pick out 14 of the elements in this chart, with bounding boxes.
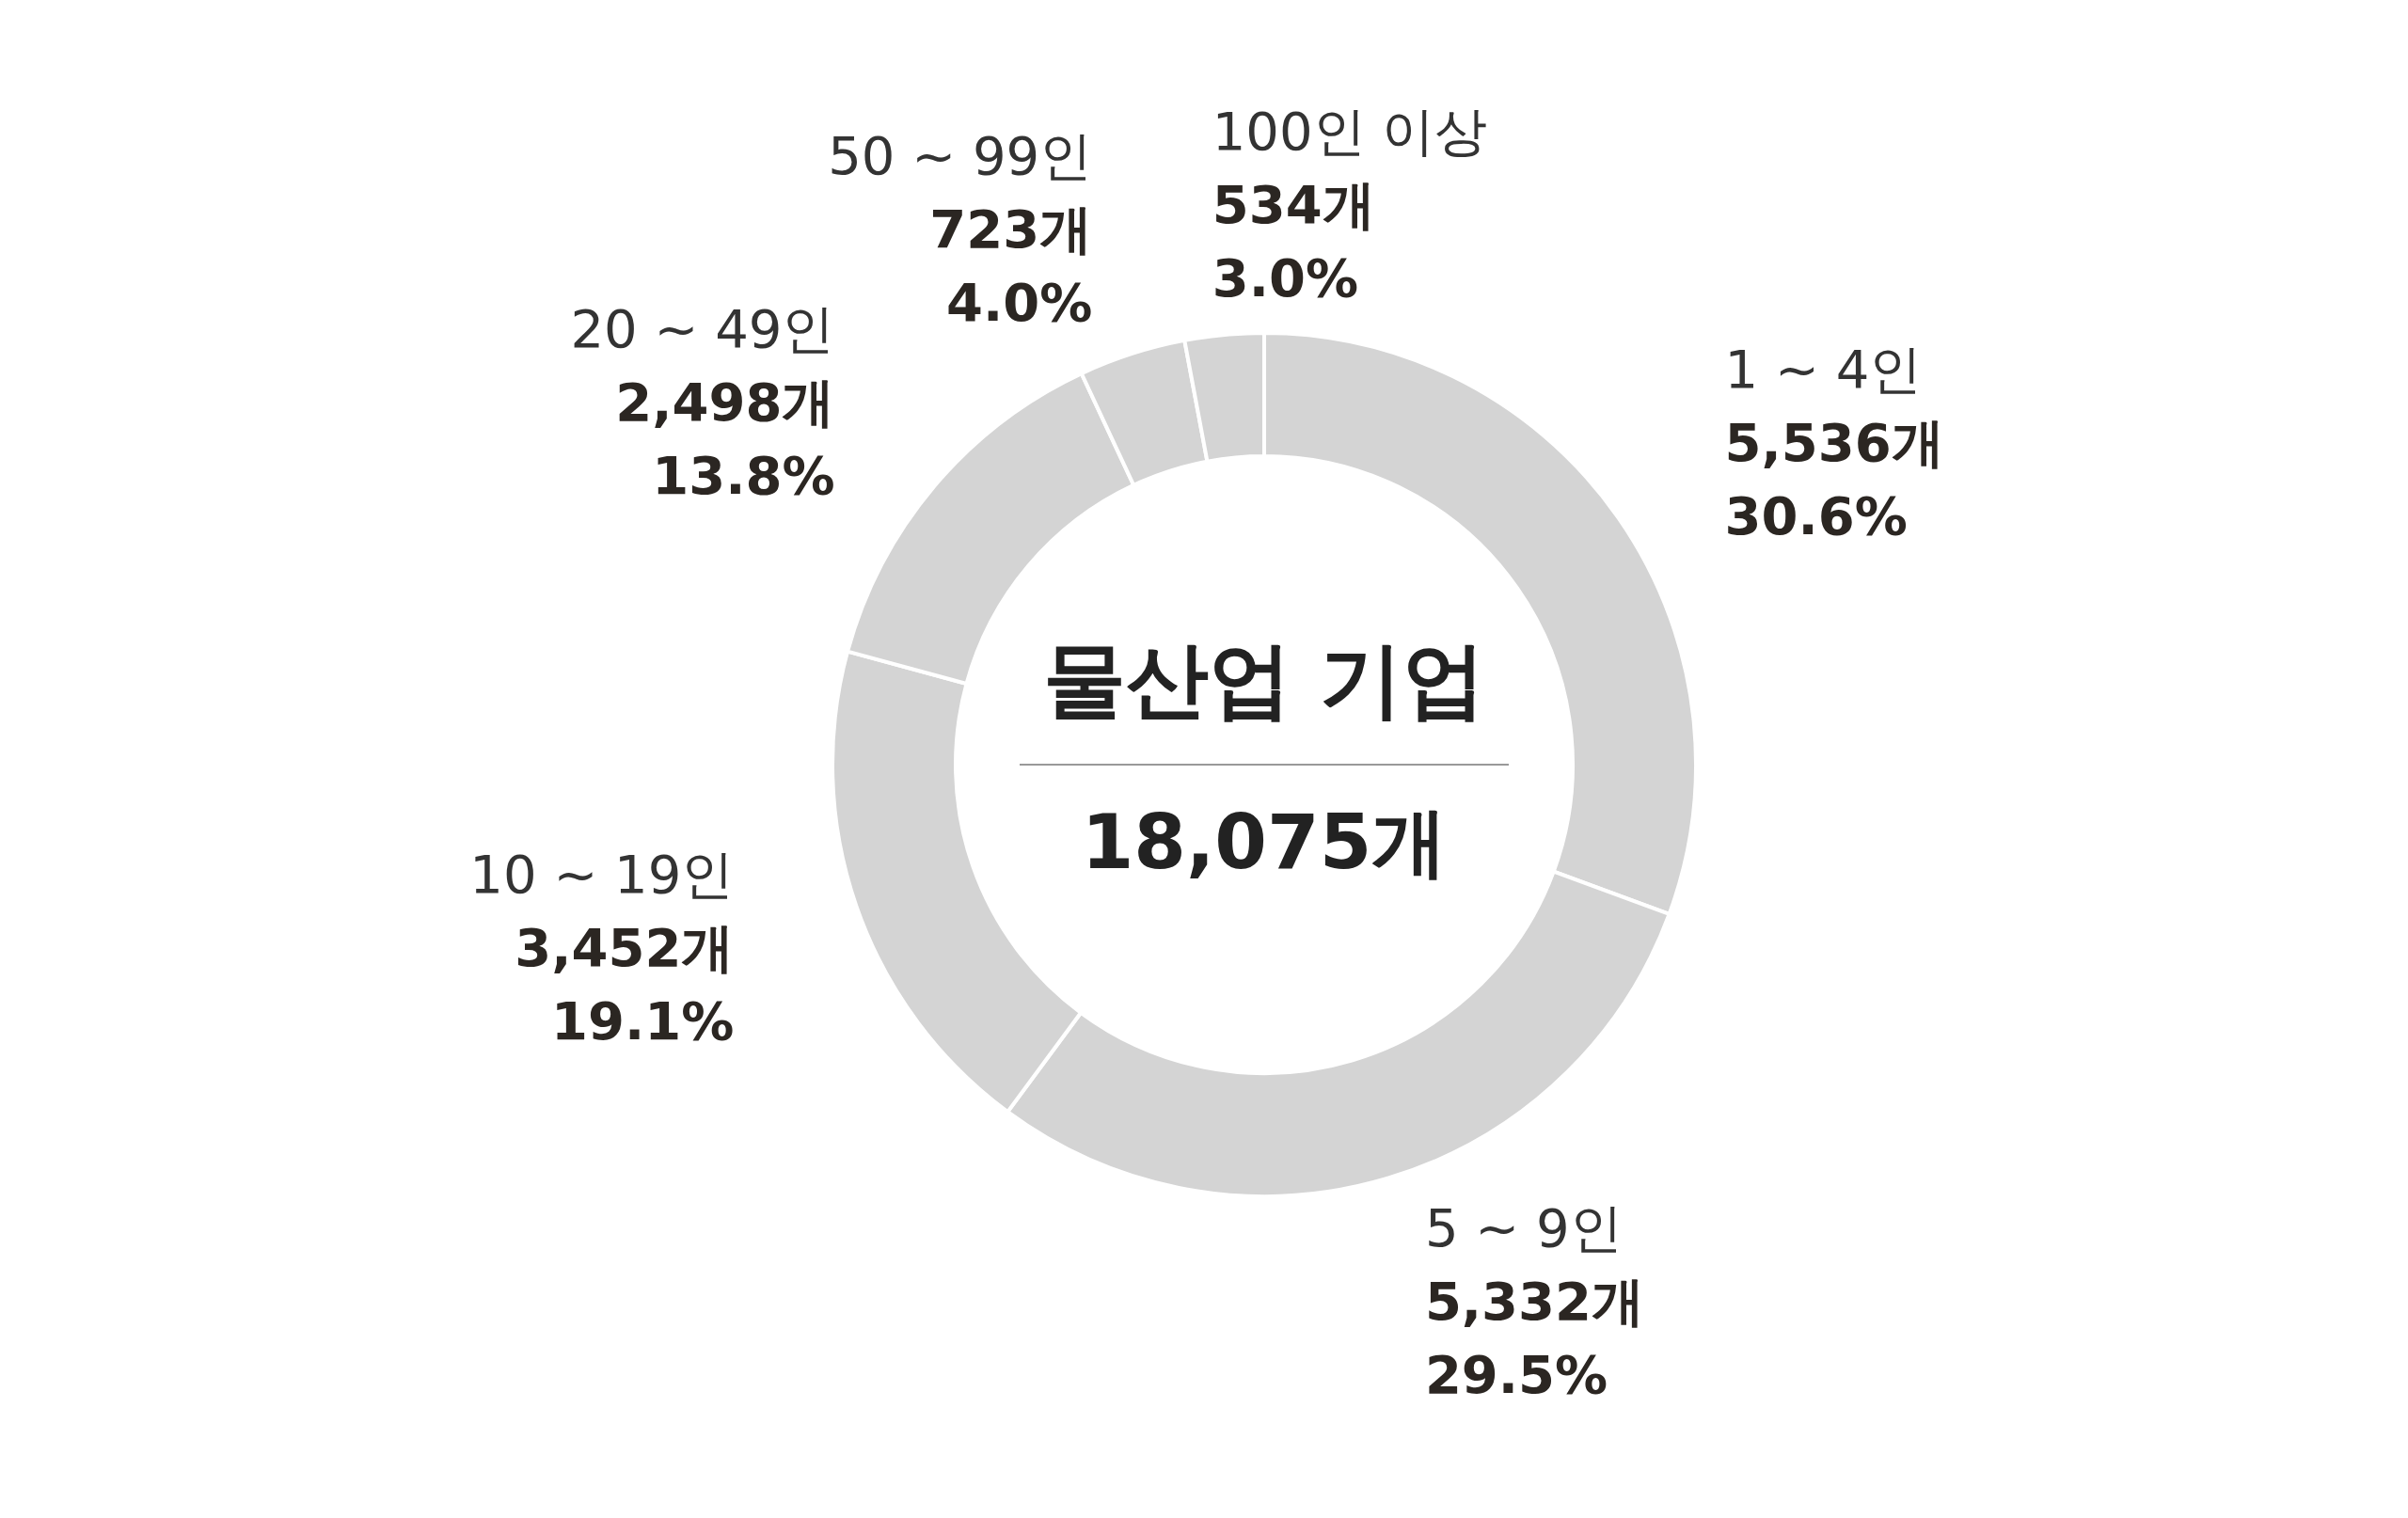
data-label: 723개 4.0%	[929, 198, 1093, 333]
data-label: 2,498개 13.8%	[615, 371, 835, 506]
slice-label: 20 ~ 49인	[570, 297, 835, 359]
slice-label: 50 ~ 99인	[828, 124, 1093, 186]
text: 물산업 기업	[1042, 631, 1486, 728]
slice-label: 5 ~ 9인	[1424, 1196, 1623, 1258]
data-label: 5,332개 29.5%	[1424, 1270, 1645, 1405]
data-label: 3,452개 19.1%	[515, 916, 735, 1052]
data-label: 534개 3.0%	[1212, 173, 1375, 308]
text: 18,075개	[1081, 799, 1448, 886]
data-label: 5,536개 30.6%	[1724, 411, 1944, 546]
slice-label: 1 ~ 4인	[1724, 338, 1923, 400]
slice-label: 100인 이상	[1212, 100, 1488, 162]
slice-label: 10 ~ 19인	[469, 843, 735, 905]
